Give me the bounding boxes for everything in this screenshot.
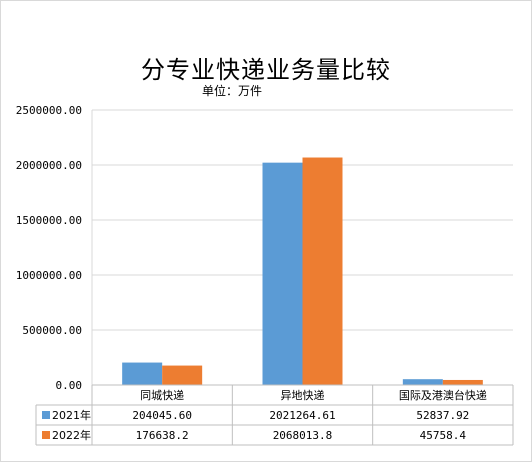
bar-2-3 — [442, 379, 483, 385]
data-label: 2021264.61 — [269, 409, 335, 422]
bar-2-2 — [302, 157, 343, 385]
y-tick-label: 2500000.00 — [16, 104, 82, 117]
data-label: 45758.4 — [420, 429, 467, 442]
chart-subtitle: 单位：万件 — [202, 84, 263, 98]
category-label: 同城快递 — [140, 388, 184, 402]
bar-1-1 — [122, 362, 163, 385]
y-tick-label: 500000.00 — [22, 324, 82, 337]
bar-1-2 — [262, 162, 303, 385]
legend-swatch-1 — [42, 411, 50, 419]
y-tick-label: 2000000.00 — [16, 159, 82, 172]
legend-swatch-2 — [42, 431, 50, 439]
category-label: 异地快递 — [281, 388, 325, 402]
chart-title: 分专业快递业务量比较 — [141, 56, 391, 84]
bar-2-1 — [162, 365, 203, 385]
y-tick-label: 1000000.00 — [16, 269, 82, 282]
category-label: 国际及港澳台快递 — [399, 388, 487, 402]
data-label: 204045.60 — [132, 409, 192, 422]
data-label: 52837.92 — [416, 409, 469, 422]
legend-label-1: 2021年 — [52, 408, 91, 422]
data-label: 176638.2 — [136, 429, 189, 442]
y-tick-label: 1500000.00 — [16, 214, 82, 227]
bar-1-3 — [402, 379, 443, 385]
y-tick-label: 0.00 — [56, 379, 83, 392]
legend-label-2: 2022年 — [52, 428, 91, 442]
data-label: 2068013.8 — [273, 429, 333, 442]
